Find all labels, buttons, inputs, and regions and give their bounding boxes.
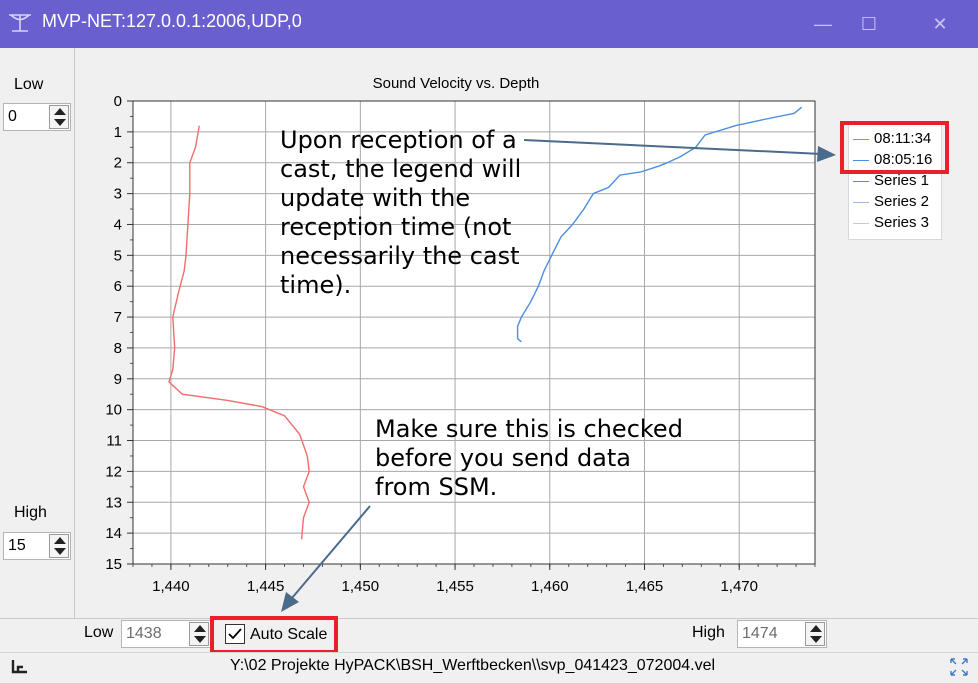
spin-down-icon[interactable] [54, 119, 66, 126]
legend-swatch [853, 202, 869, 203]
legend-item: Series 3 [849, 213, 943, 233]
annotation-line: before you send data [375, 444, 631, 472]
legend-label: Series 3 [874, 214, 930, 231]
depth-low-spinner[interactable]: 0 [3, 103, 71, 131]
resize-grip-icon[interactable] [949, 657, 969, 677]
annotation-line: Make sure this is checked [375, 415, 683, 443]
legend-swatch [853, 160, 869, 161]
legend-swatch [853, 223, 869, 224]
spin-up-icon[interactable] [54, 108, 66, 115]
chart-title: Sound Velocity vs. Depth [372, 75, 540, 92]
spin-down-icon[interactable] [194, 636, 206, 643]
depth-low-label: Low [14, 76, 44, 93]
velocity-low-spin-arrows[interactable] [189, 622, 209, 646]
spin-up-icon[interactable] [194, 625, 206, 632]
auto-scale-label[interactable]: Auto Scale [250, 626, 328, 643]
minimize-button[interactable]: — [814, 13, 832, 34]
velocity-low-spinner[interactable]: 1438 [121, 620, 211, 648]
depth-high-label: High [14, 504, 47, 521]
velocity-high-label: High [692, 624, 725, 641]
annotation-line: reception time (not [280, 213, 512, 241]
chart-legend: 08:11:34 08:05:16 Series 1 Series 2 Series 3 [848, 124, 942, 240]
legend-label: 08:05:16 [874, 151, 933, 168]
close-button[interactable]: ✕ [932, 13, 948, 34]
status-bar [0, 652, 978, 683]
window-title: MVP-NET:127.0.0.1:2006,UDP,0 [42, 11, 302, 31]
annotation-line: cast, the legend will [280, 155, 522, 183]
spin-up-icon[interactable] [810, 625, 822, 632]
title-bar[interactable]: MVP-NET:127.0.0.1:2006,UDP,0 — ☐ ✕ [0, 0, 978, 48]
depth-high-value: 15 [8, 537, 26, 554]
legend-highlight-box [840, 121, 949, 174]
legend-item: 08:05:16 [849, 150, 943, 170]
legend-annotation: Upon reception of a cast, the legend wil… [280, 126, 521, 300]
app-icon [9, 14, 31, 32]
dock-icon[interactable] [10, 658, 30, 676]
checkmark-icon [228, 628, 242, 640]
legend-item: Series 2 [849, 192, 943, 212]
auto-scale-highlight-box [210, 616, 338, 654]
depth-low-value: 0 [8, 108, 17, 125]
annotation-line: time). [280, 271, 352, 299]
annotation-line: Upon reception of a [280, 126, 517, 154]
legend-item: 08:11:34 [849, 129, 943, 149]
velocity-low-label: Low [84, 624, 114, 641]
legend-item: Series 1 [849, 171, 943, 191]
auto-scale-checkbox[interactable] [225, 624, 245, 644]
legend-label: Series 1 [874, 172, 930, 189]
legend-swatch [853, 181, 869, 182]
depth-scale-panel [0, 48, 75, 618]
annotation-line: necessarily the cast [280, 242, 520, 270]
spin-down-icon[interactable] [810, 636, 822, 643]
depth-high-spin-arrows[interactable] [49, 534, 69, 558]
legend-label: Series 2 [874, 193, 930, 210]
velocity-high-spinner[interactable]: 1474 [737, 620, 827, 648]
annotation-line: update with the [280, 184, 471, 212]
depth-high-spinner[interactable]: 15 [3, 532, 71, 560]
file-path-status: Y:\02 Projekte HyPACK\BSH_Werftbecken\\s… [230, 657, 716, 674]
velocity-low-value: 1438 [126, 625, 162, 642]
legend-swatch [853, 139, 869, 140]
legend-label: 08:11:34 [874, 130, 932, 147]
annotation-line: from SSM. [375, 473, 498, 501]
maximize-button[interactable]: ☐ [860, 13, 878, 34]
velocity-high-value: 1474 [742, 625, 778, 642]
autoscale-annotation: Make sure this is checked before you sen… [375, 415, 683, 502]
spin-up-icon[interactable] [54, 537, 66, 544]
spin-down-icon[interactable] [54, 548, 66, 555]
depth-low-spin-arrows[interactable] [49, 105, 69, 129]
velocity-high-spin-arrows[interactable] [805, 622, 825, 646]
